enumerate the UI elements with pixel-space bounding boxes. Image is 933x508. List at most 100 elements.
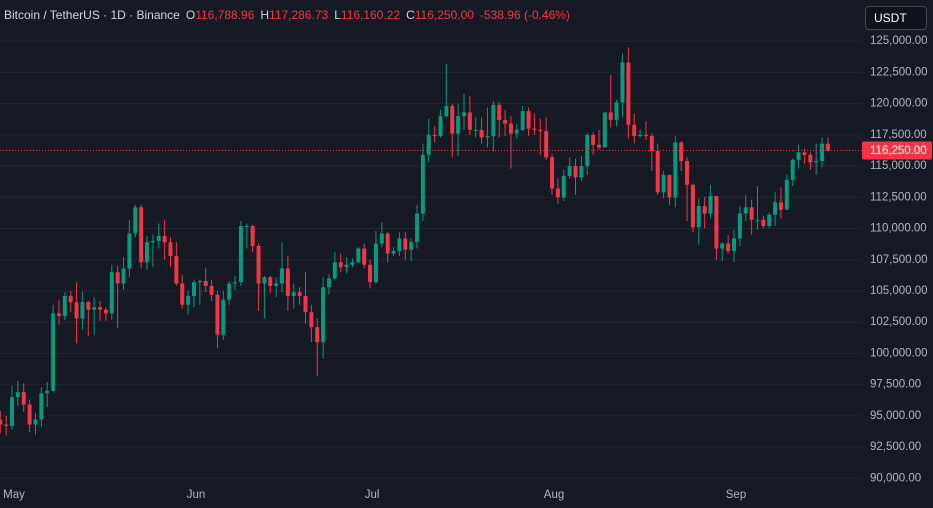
candle-body — [825, 143, 830, 151]
candle-body — [174, 255, 179, 284]
candle-body — [338, 262, 343, 268]
candle-body — [209, 285, 214, 295]
candle-body — [215, 294, 220, 335]
candle-body — [274, 283, 279, 286]
candle-body — [285, 268, 290, 296]
candle-body — [291, 292, 296, 296]
candle-body — [444, 106, 449, 117]
candle-body — [767, 214, 772, 227]
candle-body — [514, 129, 519, 134]
candle-body — [626, 62, 631, 125]
candle-body — [280, 268, 285, 284]
candle-body — [661, 174, 666, 193]
candle-body — [92, 307, 97, 310]
candle-body — [62, 295, 67, 316]
low-label: L — [334, 8, 341, 22]
close-label: C — [406, 8, 415, 22]
y-tick-label: 105,000.00 — [870, 285, 928, 297]
change-value: -538.96 (-0.46%) — [479, 8, 570, 22]
candle-body — [432, 134, 437, 137]
candle-body — [74, 302, 79, 319]
candle-body — [761, 219, 766, 227]
candle-body — [109, 272, 114, 314]
candle-body — [614, 102, 619, 120]
candle-body — [638, 134, 643, 137]
candle-body — [456, 116, 461, 134]
candle-body — [180, 283, 185, 305]
candle-body — [690, 184, 695, 228]
candle-body — [133, 207, 138, 234]
candle-body — [326, 278, 331, 288]
candle-body — [356, 248, 361, 263]
candle-body — [450, 106, 455, 134]
price-label-box — [862, 141, 932, 160]
candle-body — [808, 154, 813, 163]
y-tick-label: 90,000.00 — [870, 472, 921, 484]
grid — [0, 40, 862, 479]
candle-body — [397, 238, 402, 251]
candle-body — [585, 134, 590, 167]
candle-body — [467, 112, 472, 130]
y-tick-label: 125,000.00 — [870, 35, 928, 47]
y-tick-label: 107,500.00 — [870, 254, 928, 266]
candle-body — [186, 295, 191, 305]
candle-body — [409, 242, 414, 250]
candle-body — [203, 280, 208, 286]
candle-body — [121, 268, 126, 284]
candle-body — [315, 327, 320, 343]
y-tick-label: 122,500.00 — [870, 66, 928, 78]
candle-body — [737, 213, 742, 239]
candle-body — [685, 161, 690, 185]
candle-body — [250, 226, 255, 246]
candle-body — [0, 419, 3, 425]
candle-body — [696, 206, 701, 228]
candle-body — [344, 264, 349, 268]
candle-body — [80, 302, 85, 319]
candle-body — [98, 307, 103, 310]
candle-body — [755, 219, 760, 221]
candle-body — [508, 123, 513, 134]
x-tick-label: Sep — [726, 489, 746, 501]
candle-body — [68, 295, 73, 303]
candle-body — [820, 143, 825, 162]
candle-body — [655, 151, 660, 193]
candle-body — [162, 236, 167, 243]
candle-body — [555, 188, 560, 198]
y-tick-label: 120,000.00 — [870, 98, 928, 110]
open-label: O — [185, 8, 196, 22]
candle-body — [51, 313, 56, 391]
candle-body — [191, 282, 196, 296]
candle-body — [608, 112, 613, 120]
candle-body — [86, 302, 91, 310]
candle-body — [591, 134, 596, 145]
x-tick-label: Jun — [187, 489, 206, 501]
candle-body — [714, 196, 719, 249]
candle-body — [802, 152, 807, 155]
y-tick-label: 117,500.00 — [870, 129, 927, 141]
candle-body — [632, 124, 637, 137]
candle-body — [538, 129, 543, 132]
candle-body — [332, 262, 337, 279]
candle-body — [297, 292, 302, 296]
close-value: 116,250.00 — [414, 8, 474, 22]
candle-body — [526, 111, 531, 129]
candle-body — [56, 313, 61, 316]
candle-body — [503, 119, 508, 124]
x-tick-label: Jul — [365, 489, 380, 501]
candle-body — [597, 144, 601, 148]
candle-body — [784, 179, 789, 210]
candle-body — [426, 134, 431, 155]
candle-body — [679, 142, 684, 162]
candle-body — [796, 152, 801, 160]
candle-body — [10, 397, 14, 426]
candle-body — [156, 236, 161, 241]
currency-button[interactable]: USDT — [865, 6, 927, 30]
candle-body — [168, 242, 173, 256]
candle-body — [749, 207, 754, 220]
x-tick-label: Aug — [544, 489, 564, 501]
candle-body — [790, 159, 795, 180]
candle-body — [415, 213, 420, 243]
axis: 90,000.00 92,500.00 95,000.00 97,500.00 100,… — [3, 35, 932, 501]
